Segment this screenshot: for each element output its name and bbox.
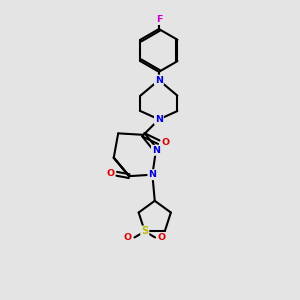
Text: N: N	[155, 115, 163, 124]
Text: O: O	[158, 233, 166, 242]
Text: N: N	[155, 76, 163, 85]
Text: S: S	[141, 226, 148, 236]
Text: F: F	[156, 15, 162, 24]
Text: N: N	[148, 170, 156, 179]
Text: O: O	[161, 138, 169, 147]
Text: O: O	[106, 169, 114, 178]
Text: N: N	[152, 146, 160, 155]
Text: O: O	[124, 233, 132, 242]
